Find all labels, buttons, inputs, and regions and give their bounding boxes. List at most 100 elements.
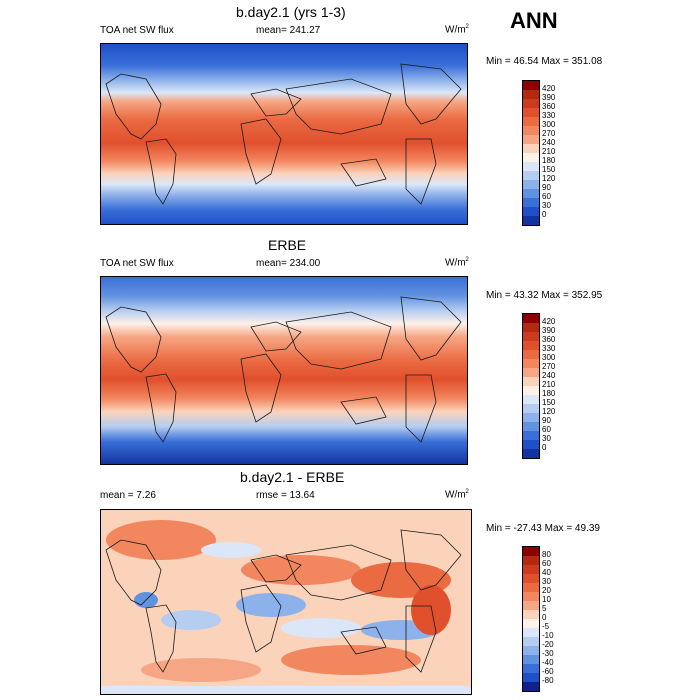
colorbar-swatch [523, 628, 539, 637]
colorbar-swatch [523, 350, 539, 359]
colorbar-swatch [523, 583, 539, 592]
colorbar-tick-label: -20 [542, 640, 554, 649]
panel-2-minmax: Min = 43.32 Max = 352.95 [486, 290, 603, 301]
colorbar-swatch [523, 99, 539, 108]
colorbar-tick-label: 270 [542, 129, 556, 138]
colorbar-swatch [523, 673, 539, 682]
colorbar-tick-label: 80 [542, 550, 551, 559]
colorbar-tick-label: 210 [542, 380, 556, 389]
colorbar-tick-label: 120 [542, 174, 556, 183]
panel-3-rmse-label: rmse = 13.64 [256, 490, 315, 501]
colorbar-tick-label: -5 [542, 622, 550, 631]
colorbar-swatch [523, 207, 539, 216]
colorbar-tick-label: 90 [542, 416, 551, 425]
colorbar-swatch [523, 574, 539, 583]
colorbar-tick-label: 0 [542, 443, 547, 452]
colorbar-tick-label: 0 [542, 210, 547, 219]
panel-2-units: W/m2 [445, 257, 469, 269]
colorbar-tick-label: 180 [542, 389, 556, 398]
colorbar-swatch [523, 404, 539, 413]
panel-3-mean-label: mean = 7.26 [100, 490, 156, 501]
panel-2-mean-label: mean= 234.00 [256, 258, 321, 269]
colorbar-tick-label: 150 [542, 398, 556, 407]
colorbar-tick-label: 60 [542, 425, 551, 434]
colorbar-tick-label: 30 [542, 201, 551, 210]
colorbar-tick-label: 360 [542, 335, 556, 344]
colorbar-tick-label: 300 [542, 353, 556, 362]
colorbar-tick-label: 30 [542, 434, 551, 443]
colorbar-swatch [523, 90, 539, 99]
colorbar-tick-label: 40 [542, 568, 551, 577]
colorbar-swatch [523, 386, 539, 395]
panel-1-units: W/m2 [445, 24, 469, 36]
colorbar-swatch [523, 359, 539, 368]
colorbar-swatch [523, 180, 539, 189]
panel-3-coastlines [105, 529, 462, 673]
colorbar-tick-label: 390 [542, 326, 556, 335]
season-label: ANN [510, 8, 558, 33]
colorbar-tick-label: 180 [542, 156, 556, 165]
colorbar-swatch [523, 198, 539, 207]
colorbar-tick-label: 330 [542, 344, 556, 353]
panel-3-minmax: Min = -27.43 Max = 49.39 [486, 523, 600, 534]
colorbar-swatch [523, 610, 539, 619]
colorbar-tick-label: -10 [542, 631, 554, 640]
colorbar-tick-label: -60 [542, 667, 554, 676]
panel-3-units: W/m2 [445, 489, 469, 501]
colorbar-swatch [523, 189, 539, 198]
colorbar-swatch [523, 216, 539, 225]
colorbar-swatch [523, 565, 539, 574]
panel-1-mean-label: mean= 241.27 [256, 25, 321, 36]
colorbar-swatch [523, 556, 539, 565]
colorbar-swatch [523, 153, 539, 162]
colorbar-swatch [523, 108, 539, 117]
colorbar-tick-label: 30 [542, 577, 551, 586]
panel-1-coastlines [105, 63, 462, 205]
colorbar-swatch [523, 368, 539, 377]
colorbar-tick-label: 300 [542, 120, 556, 129]
colorbar-swatch [523, 655, 539, 664]
panel-2-map [100, 276, 468, 465]
colorbar-swatch [523, 162, 539, 171]
colorbar-tick-label: 360 [542, 102, 556, 111]
colorbar-tick-label: 270 [542, 362, 556, 371]
colorbar-tick-label: 420 [542, 84, 556, 93]
colorbar-tick-label: 240 [542, 371, 556, 380]
colorbar-tick-label: 5 [542, 604, 547, 613]
colorbar-tick-label: -40 [542, 658, 554, 667]
colorbar-tick-label: 90 [542, 183, 551, 192]
colorbar-tick-label: 60 [542, 559, 551, 568]
colorbar-swatch [523, 314, 539, 323]
panel-1-map [100, 43, 468, 225]
colorbar-swatch [523, 413, 539, 422]
colorbar-swatch [523, 592, 539, 601]
colorbar-tick-label: 210 [542, 147, 556, 156]
colorbar-swatch [523, 449, 539, 458]
colorbar-swatch [523, 332, 539, 341]
colorbar-swatch [523, 171, 539, 180]
colorbar-tick-label: 420 [542, 317, 556, 326]
colorbar-tick-label: 240 [542, 138, 556, 147]
colorbar-swatch [523, 601, 539, 610]
colorbar-tick-label: 390 [542, 93, 556, 102]
colorbar-swatch [523, 646, 539, 655]
colorbar-swatch [523, 323, 539, 332]
colorbar-swatch [523, 637, 539, 646]
colorbar-tick-label: 60 [542, 192, 551, 201]
panel-1-colorbar: 420 390 360 330 300 270 240 210 180 150 120 90 60 30 0 [522, 80, 555, 226]
colorbar-swatch [523, 682, 539, 691]
colorbar-tick-label: 150 [542, 165, 556, 174]
panel-3-map [100, 509, 472, 695]
colorbar-tick-label: 20 [542, 586, 551, 595]
colorbar-swatch [523, 440, 539, 449]
colorbar-swatch [523, 144, 539, 153]
panel-3-anomaly-patches [101, 520, 471, 694]
colorbar-swatch [523, 422, 539, 431]
colorbar-swatch [523, 431, 539, 440]
colorbar-swatch [523, 619, 539, 628]
panel-2-variable-label: TOA net SW flux [100, 258, 174, 269]
colorbar-swatch [523, 81, 539, 90]
colorbar-swatch [523, 126, 539, 135]
colorbar-swatch [523, 547, 539, 556]
panel-2-coastlines [105, 296, 462, 443]
